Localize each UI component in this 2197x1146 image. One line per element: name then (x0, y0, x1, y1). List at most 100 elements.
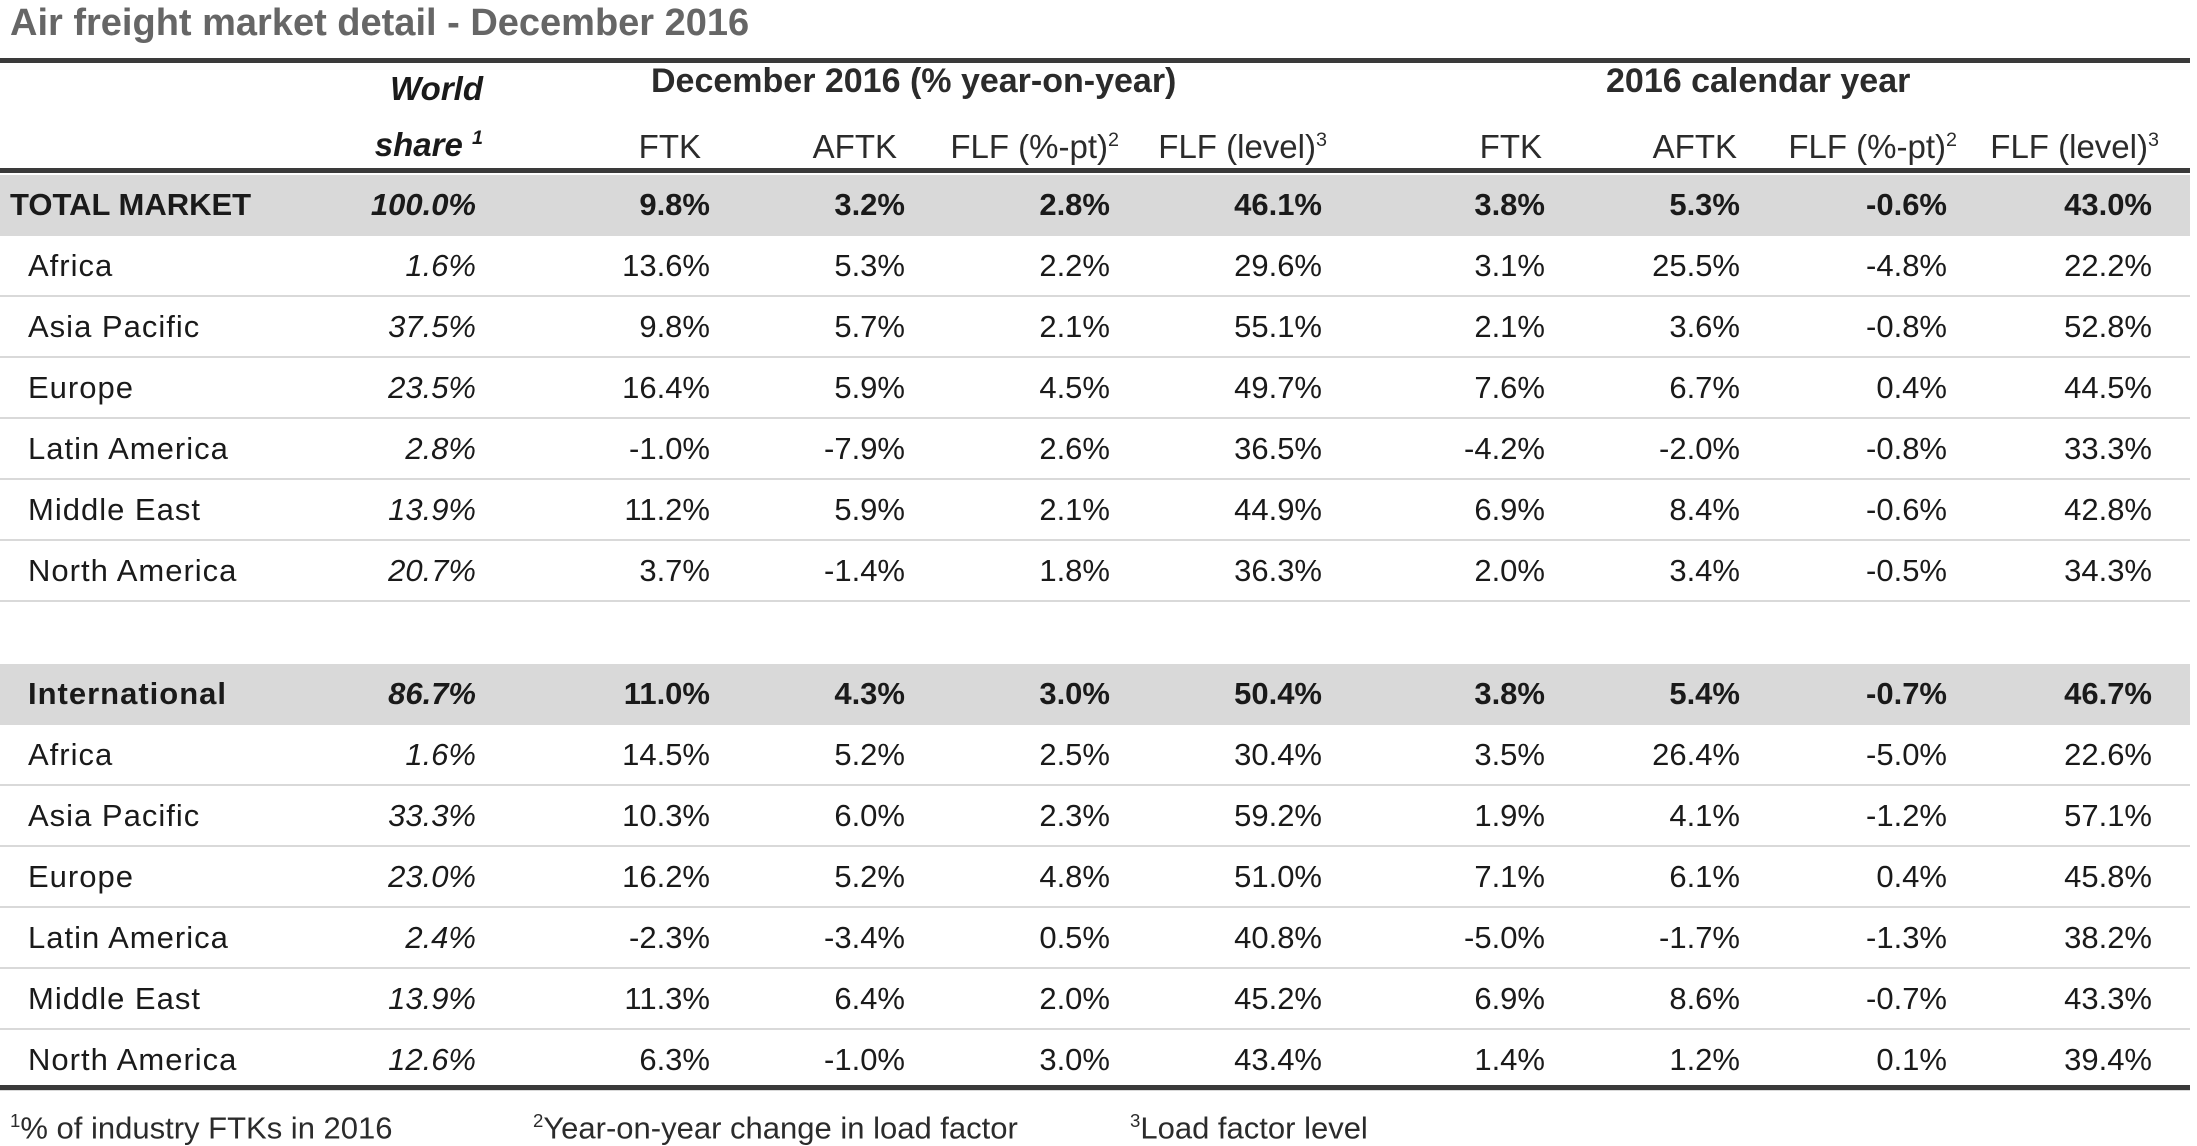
cell-d-aftk: 4.3% (834, 676, 905, 711)
footnote-3-text: Load factor level (1140, 1110, 1368, 1146)
cell-y-ftk: 1.9% (1474, 798, 1545, 833)
cell-y-flfpt: -0.6% (1866, 187, 1947, 222)
cell-d-flfpt: 2.0% (1039, 981, 1110, 1016)
bottom-rule (0, 1085, 2190, 1090)
cell-d-flflvl: 40.8% (1234, 920, 1322, 955)
cell-share: 2.4% (405, 920, 476, 955)
cell-y-flfpt: 0.1% (1876, 1042, 1947, 1077)
header-world-share-line1: World (390, 70, 483, 107)
cell-d-ftk: 11.0% (623, 676, 710, 711)
table-row: Asia Pacific 37.5% 9.8% 5.7% 2.1% 55.1% 2.1% 3.… (0, 297, 2190, 358)
header-world-share-line2: share 1 (375, 126, 483, 164)
cell-y-aftk: 1.2% (1669, 1042, 1740, 1077)
cell-y-flflvl: 39.4% (2064, 1042, 2152, 1077)
header-world-share-text: share (374, 126, 463, 163)
row-label: Europe (28, 370, 134, 405)
footnote-2: 2Year-on-year change in load factor (533, 1110, 1018, 1146)
cell-d-flfpt: 0.5% (1039, 920, 1110, 955)
cell-y-ftk: 6.9% (1474, 981, 1545, 1016)
cell-y-flflvl: 46.7% (2064, 676, 2152, 711)
header-year-flf-pt: FLF (%-pt)2 (1788, 128, 1957, 166)
cell-y-flfpt: -1.3% (1866, 920, 1947, 955)
cell-d-ftk: 9.8% (639, 187, 710, 222)
row-label: North America (28, 553, 238, 588)
page-title: Air freight market detail - December 201… (10, 2, 750, 44)
international-row: International 86.7% 11.0% 4.3% 3.0% 50.4% 3.8%… (0, 664, 2190, 725)
cell-share: 13.9% (388, 492, 476, 527)
cell-y-aftk: 8.4% (1669, 492, 1740, 527)
cell-d-ftk: 3.7% (639, 553, 710, 588)
cell-y-aftk: 5.4% (1669, 676, 1740, 711)
cell-d-aftk: 6.0% (834, 798, 905, 833)
cell-d-flflvl: 59.2% (1234, 798, 1322, 833)
cell-y-aftk: 26.4% (1652, 737, 1740, 772)
cell-y-flflvl: 42.8% (2064, 492, 2152, 527)
cell-d-ftk: 6.3% (639, 1042, 710, 1077)
table-row: Europe 23.0% 16.2% 5.2% 4.8% 51.0% 7.1% 6.1% 0.4… (0, 847, 2190, 908)
row-label: International (28, 676, 228, 711)
header-dec-flf-pt-text: FLF (%-pt) (950, 128, 1108, 165)
table-row: North America 20.7% 3.7% -1.4% 1.8% 36.3% 2.0%… (0, 541, 2190, 602)
cell-y-aftk: 4.1% (1669, 798, 1740, 833)
cell-d-flfpt: 1.8% (1039, 553, 1110, 588)
cell-d-flflvl: 30.4% (1234, 737, 1322, 772)
cell-d-aftk: 3.2% (834, 187, 905, 222)
cell-d-flfpt: 2.6% (1039, 431, 1110, 466)
cell-y-aftk: -2.0% (1659, 431, 1740, 466)
cell-d-flfpt: 4.5% (1039, 370, 1110, 405)
cell-y-flfpt: 0.4% (1876, 370, 1947, 405)
cell-d-ftk: 16.4% (622, 370, 710, 405)
cell-d-flflvl: 45.2% (1234, 981, 1322, 1016)
row-label: Africa (28, 737, 114, 772)
cell-d-aftk: 5.2% (834, 859, 905, 894)
footnote-marker-3: 3 (1315, 129, 1327, 151)
cell-share: 33.3% (388, 798, 476, 833)
cell-y-ftk: 2.1% (1474, 309, 1545, 344)
header-year-flf-level: FLF (level)3 (1990, 128, 2159, 166)
cell-d-aftk: 5.9% (834, 370, 905, 405)
footnote-1-mark: 1 (10, 1110, 21, 1131)
cell-share: 1.6% (405, 248, 476, 283)
cell-d-aftk: 5.7% (834, 309, 905, 344)
cell-d-flfpt: 2.3% (1039, 798, 1110, 833)
footnote-2-text: Year-on-year change in load factor (543, 1110, 1018, 1146)
cell-y-ftk: 1.4% (1474, 1042, 1545, 1077)
header-dec-flf-pt: FLF (%-pt)2 (950, 128, 1119, 166)
cell-d-aftk: 5.2% (834, 737, 905, 772)
cell-d-ftk: 16.2% (622, 859, 710, 894)
cell-y-flflvl: 22.2% (2064, 248, 2152, 283)
cell-d-ftk: 13.6% (622, 248, 710, 283)
cell-d-ftk: 11.2% (624, 492, 710, 527)
footnote-marker-2: 2 (1945, 129, 1957, 151)
cell-d-ftk: 9.8% (639, 309, 710, 344)
header-dec-flf-level: FLF (level)3 (1158, 128, 1327, 166)
cell-share: 2.8% (405, 431, 476, 466)
cell-d-aftk: -1.4% (824, 553, 905, 588)
cell-y-ftk: -4.2% (1464, 431, 1545, 466)
cell-y-flfpt: -0.8% (1866, 309, 1947, 344)
cell-d-aftk: 5.9% (834, 492, 905, 527)
footnote-1: 1% of industry FTKs in 2016 (10, 1110, 393, 1146)
table-row: Europe 23.5% 16.4% 5.9% 4.5% 49.7% 7.6% 6.7% 0.4… (0, 358, 2190, 419)
cell-y-aftk: 3.4% (1669, 553, 1740, 588)
table-row: North America 12.6% 6.3% -1.0% 3.0% 43.4% 1.4%… (0, 1030, 2190, 1091)
cell-share: 86.7% (388, 676, 476, 711)
cell-d-ftk: -1.0% (629, 431, 710, 466)
cell-y-aftk: 5.3% (1669, 187, 1740, 222)
row-label: TOTAL MARKET (10, 187, 252, 222)
cell-y-ftk: 3.1% (1474, 248, 1545, 283)
cell-y-flfpt: -5.0% (1866, 737, 1947, 772)
header-dec-flf-level-text: FLF (level) (1158, 128, 1316, 165)
footnote-marker-3: 3 (2147, 129, 2159, 151)
header-year-ftk: FTK (1479, 128, 1542, 165)
footnote-3: 3Load factor level (1130, 1110, 1368, 1146)
cell-share: 23.0% (388, 859, 476, 894)
footnote-marker-1: 1 (471, 127, 483, 149)
header-dec-ftk: FTK (638, 128, 701, 165)
cell-d-aftk: 6.4% (834, 981, 905, 1016)
footnote-2-mark: 2 (533, 1110, 544, 1131)
cell-share: 20.7% (388, 553, 476, 588)
row-label: Asia Pacific (28, 309, 201, 344)
cell-d-ftk: 14.5% (622, 737, 710, 772)
